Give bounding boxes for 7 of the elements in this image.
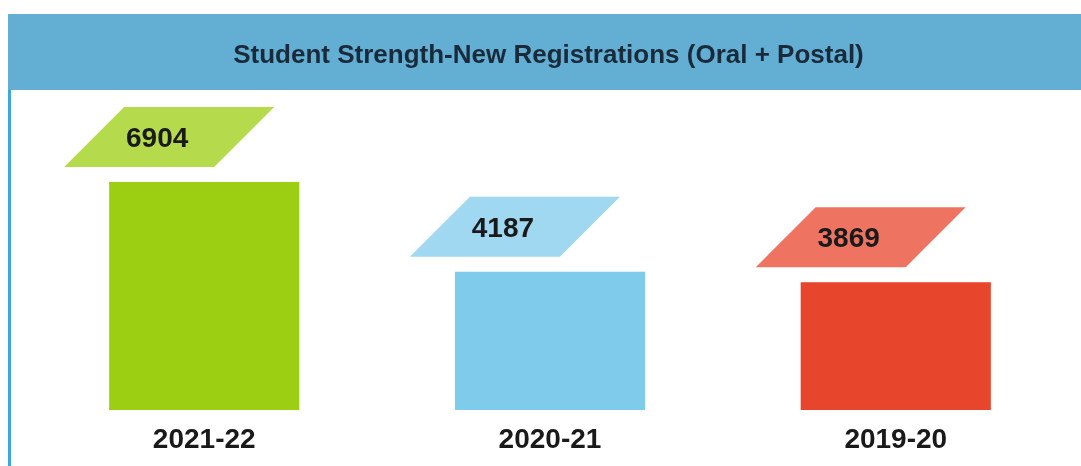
chart-title: Student Strength-New Registrations (Oral + Postal) [233,39,864,69]
x-tick-label: 2019-20 [844,423,948,454]
x-tick-label: 2021-22 [152,423,256,454]
data-label: 6904 [126,122,189,153]
data-label: 4187 [471,211,535,243]
data-label: 3869 [817,222,880,254]
x-tick-label: 2020-21 [498,423,602,454]
